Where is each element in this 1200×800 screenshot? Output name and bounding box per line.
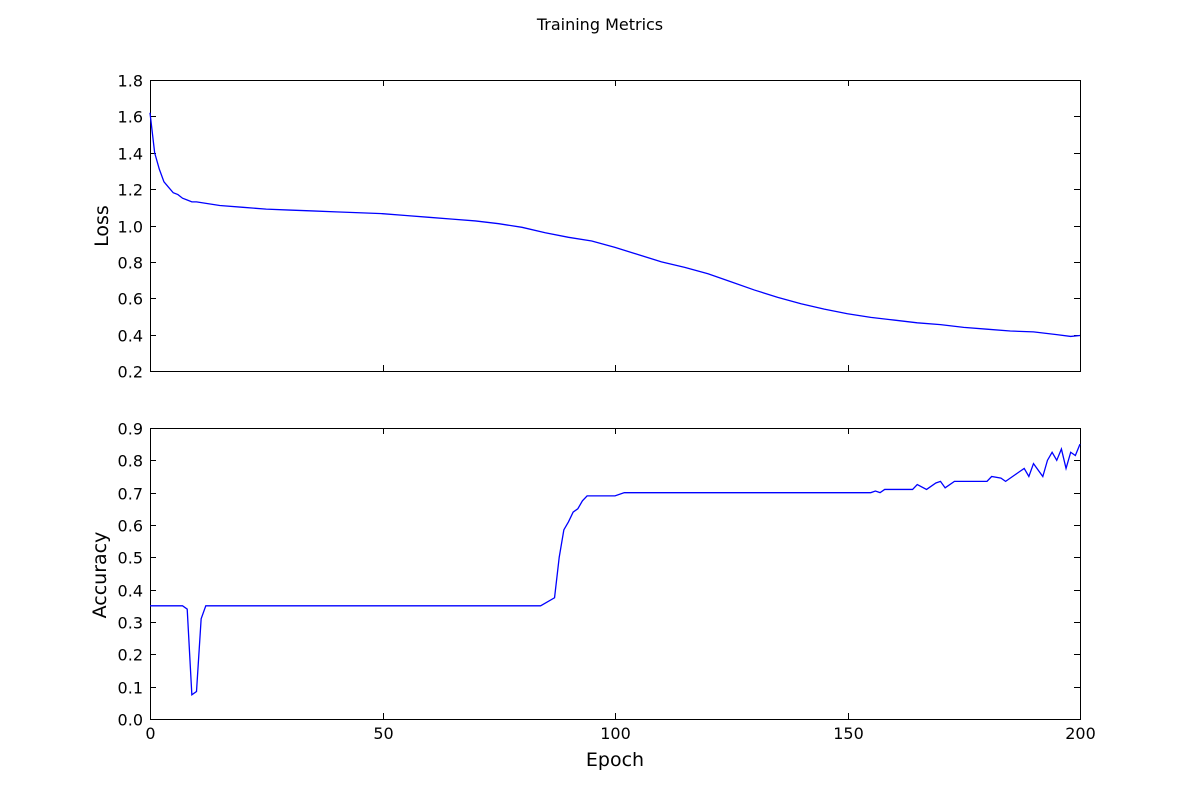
loss-ytick-label-6: 1.4 bbox=[118, 145, 143, 164]
acc-ytick-label-9: 0.9 bbox=[118, 420, 143, 439]
loss-ytick-label-5: 1.2 bbox=[118, 181, 143, 200]
loss-axes-frame bbox=[150, 80, 1081, 372]
loss-subplot: Loss 0.2 0.4 0.6 0.8 1.0 1.2 1.4 1.6 1.8 bbox=[91, 72, 1081, 382]
xtick-label-3: 150 bbox=[833, 724, 864, 743]
chart-title: Training Metrics bbox=[536, 15, 663, 34]
loss-ytick-label-2: 0.6 bbox=[118, 290, 143, 309]
acc-ytick-label-6: 0.6 bbox=[118, 517, 143, 536]
loss-x-ticks bbox=[150, 80, 1081, 371]
acc-ytick-label-5: 0.5 bbox=[118, 549, 143, 568]
xtick-label-4: 200 bbox=[1065, 724, 1096, 743]
loss-series-line bbox=[149, 112, 1081, 338]
accuracy-subplot: Accuracy 0.00.10.20.30.40.50.60.70.80.9 … bbox=[89, 420, 1096, 744]
acc-ytick-label-7: 0.7 bbox=[118, 485, 143, 504]
loss-ytick-label-3: 0.8 bbox=[118, 254, 143, 273]
loss-y-axis-label: Loss bbox=[91, 205, 113, 247]
acc-ytick-label-0: 0.0 bbox=[118, 711, 143, 730]
accuracy-y-axis-label: Accuracy bbox=[89, 532, 111, 619]
acc-ytick-label-2: 0.2 bbox=[118, 646, 143, 665]
loss-ytick-label-8: 1.8 bbox=[118, 72, 143, 91]
accuracy-axes-frame bbox=[150, 428, 1081, 720]
xtick-label-1: 50 bbox=[373, 724, 393, 743]
xtick-label-2: 100 bbox=[600, 724, 631, 743]
loss-ytick-label-0: 0.2 bbox=[118, 363, 143, 382]
acc-ytick-label-1: 0.1 bbox=[118, 679, 143, 698]
xtick-label-0: 0 bbox=[145, 724, 155, 743]
loss-ytick-label-1: 0.4 bbox=[118, 327, 143, 346]
accuracy-series-line bbox=[150, 443, 1081, 696]
acc-ytick-label-8: 0.8 bbox=[118, 452, 143, 471]
x-axis-label: Epoch bbox=[586, 749, 644, 771]
loss-ytick-label-4: 1.0 bbox=[118, 218, 143, 237]
loss-ytick-label-7: 1.6 bbox=[118, 108, 143, 127]
accuracy-y-ticks: 0.0 0.1 0.2 0.3 0.4 0.5 0.6 0.7 0.8 0.9 bbox=[118, 420, 1080, 730]
loss-y-ticks: 0.2 0.4 0.6 0.8 1.0 1.2 1.4 1.6 1.8 bbox=[118, 72, 1080, 382]
accuracy-x-ticks: 0 50 100 150 200 bbox=[145, 428, 1096, 743]
acc-ytick-label-3: 0.3 bbox=[118, 614, 143, 633]
acc-ytick-label-4: 0.4 bbox=[118, 582, 143, 601]
